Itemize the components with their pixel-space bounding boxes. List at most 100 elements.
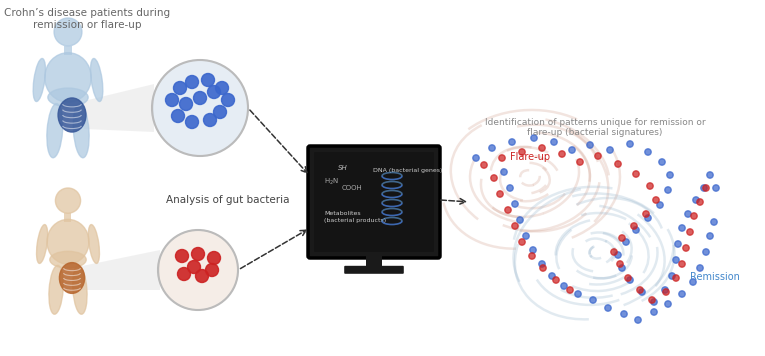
Circle shape bbox=[707, 233, 713, 239]
Ellipse shape bbox=[47, 104, 63, 158]
Circle shape bbox=[587, 142, 593, 148]
Circle shape bbox=[679, 291, 685, 297]
Circle shape bbox=[685, 211, 692, 217]
Circle shape bbox=[501, 169, 507, 175]
Circle shape bbox=[509, 139, 515, 145]
Ellipse shape bbox=[49, 265, 63, 314]
Circle shape bbox=[657, 202, 663, 208]
Circle shape bbox=[621, 311, 627, 317]
Circle shape bbox=[567, 287, 573, 293]
Circle shape bbox=[506, 185, 513, 191]
Ellipse shape bbox=[44, 53, 91, 102]
Circle shape bbox=[675, 241, 681, 247]
Circle shape bbox=[561, 283, 567, 289]
Circle shape bbox=[185, 115, 198, 129]
FancyBboxPatch shape bbox=[308, 146, 440, 258]
Circle shape bbox=[207, 85, 220, 99]
Circle shape bbox=[633, 171, 640, 177]
Circle shape bbox=[177, 267, 190, 281]
Circle shape bbox=[697, 199, 703, 205]
Circle shape bbox=[697, 265, 703, 271]
Circle shape bbox=[569, 147, 575, 153]
Circle shape bbox=[174, 82, 187, 94]
Circle shape bbox=[549, 273, 555, 279]
Circle shape bbox=[496, 191, 503, 197]
Ellipse shape bbox=[88, 225, 99, 263]
Circle shape bbox=[491, 175, 497, 181]
Circle shape bbox=[185, 75, 198, 89]
Circle shape bbox=[505, 207, 511, 213]
Ellipse shape bbox=[33, 58, 45, 101]
Circle shape bbox=[619, 265, 625, 271]
Circle shape bbox=[707, 172, 713, 178]
Circle shape bbox=[165, 94, 178, 106]
Circle shape bbox=[55, 188, 80, 213]
Circle shape bbox=[499, 155, 505, 161]
Circle shape bbox=[649, 297, 655, 303]
Circle shape bbox=[206, 263, 219, 277]
Circle shape bbox=[672, 275, 679, 281]
Circle shape bbox=[683, 245, 689, 251]
Circle shape bbox=[213, 105, 226, 119]
Circle shape bbox=[639, 289, 645, 295]
Circle shape bbox=[662, 289, 669, 295]
Circle shape bbox=[480, 162, 487, 168]
Circle shape bbox=[610, 249, 617, 255]
Circle shape bbox=[558, 151, 565, 157]
Circle shape bbox=[633, 227, 640, 233]
Circle shape bbox=[489, 145, 495, 151]
Circle shape bbox=[703, 185, 709, 191]
FancyBboxPatch shape bbox=[64, 213, 71, 221]
Circle shape bbox=[595, 153, 601, 159]
Text: SH: SH bbox=[338, 165, 348, 171]
Circle shape bbox=[194, 91, 207, 105]
Ellipse shape bbox=[73, 265, 87, 314]
Circle shape bbox=[201, 73, 214, 87]
Circle shape bbox=[619, 235, 625, 241]
Circle shape bbox=[54, 18, 82, 46]
Circle shape bbox=[152, 60, 248, 156]
Circle shape bbox=[645, 149, 651, 155]
Circle shape bbox=[617, 261, 623, 267]
Circle shape bbox=[659, 159, 666, 165]
Circle shape bbox=[529, 253, 536, 259]
Text: DNA (bacterial genes): DNA (bacterial genes) bbox=[373, 168, 442, 173]
Circle shape bbox=[645, 215, 651, 221]
Circle shape bbox=[512, 201, 518, 207]
Circle shape bbox=[615, 161, 621, 167]
Circle shape bbox=[575, 291, 581, 297]
Text: Flare-up: Flare-up bbox=[510, 152, 550, 162]
Circle shape bbox=[196, 269, 209, 283]
Circle shape bbox=[672, 257, 679, 263]
Circle shape bbox=[679, 225, 685, 231]
Circle shape bbox=[553, 277, 559, 283]
Circle shape bbox=[651, 309, 657, 315]
Text: Identification of patterns unique for remission or
flare-up (bacterial signature: Identification of patterns unique for re… bbox=[485, 118, 705, 137]
Circle shape bbox=[519, 149, 526, 155]
Circle shape bbox=[691, 213, 697, 219]
Circle shape bbox=[171, 110, 184, 122]
Circle shape bbox=[203, 114, 216, 126]
Ellipse shape bbox=[48, 88, 88, 107]
Ellipse shape bbox=[37, 225, 47, 263]
Text: H$_2$N: H$_2$N bbox=[324, 177, 339, 187]
FancyBboxPatch shape bbox=[314, 152, 434, 252]
Circle shape bbox=[530, 247, 536, 253]
Circle shape bbox=[653, 197, 659, 203]
Circle shape bbox=[180, 98, 193, 110]
Ellipse shape bbox=[90, 58, 103, 101]
Ellipse shape bbox=[47, 219, 89, 264]
Circle shape bbox=[631, 223, 637, 229]
Circle shape bbox=[646, 183, 653, 189]
Circle shape bbox=[711, 219, 718, 225]
Bar bbox=[366, 256, 382, 267]
Circle shape bbox=[665, 187, 671, 193]
FancyBboxPatch shape bbox=[344, 266, 404, 274]
Circle shape bbox=[635, 317, 641, 323]
Circle shape bbox=[636, 287, 643, 293]
Circle shape bbox=[690, 279, 696, 285]
Text: Metabolites
(bacterial products): Metabolites (bacterial products) bbox=[324, 211, 386, 223]
Circle shape bbox=[662, 287, 668, 293]
Circle shape bbox=[551, 139, 557, 145]
Text: COOH: COOH bbox=[342, 185, 363, 191]
